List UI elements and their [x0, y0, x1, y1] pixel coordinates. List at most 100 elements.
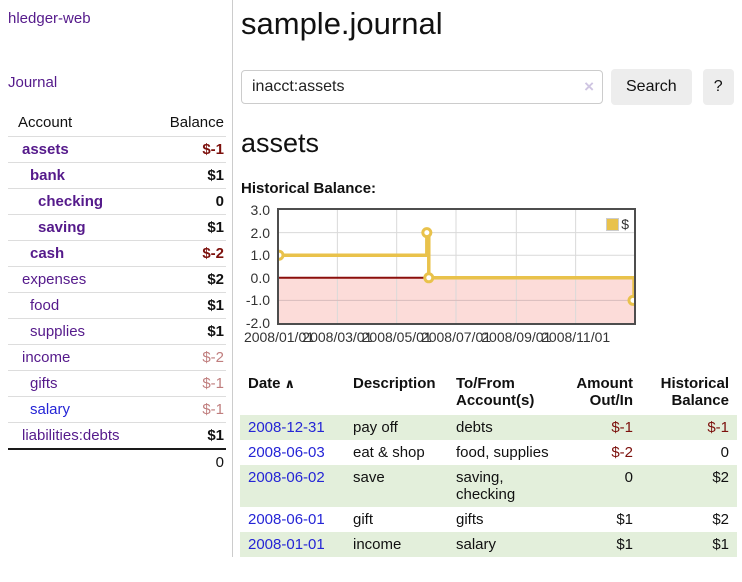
transaction-date-link[interactable]: 2008-01-01: [248, 536, 325, 553]
register-row: 2008-06-02 save saving, checking 0 $2: [240, 465, 737, 507]
sidebar-account-row: food $1: [8, 292, 226, 319]
y-axis-tick-label: 3.0: [250, 202, 270, 218]
sidebar-account-link-expenses[interactable]: expenses: [22, 271, 87, 288]
transaction-accounts: debts: [456, 419, 493, 436]
chart-canvas: [279, 210, 634, 323]
sidebar-account-balance: $1: [152, 162, 226, 189]
sidebar-account-balance: 0: [152, 188, 226, 215]
sidebar-account-link-checking[interactable]: checking: [38, 193, 104, 210]
x-axis-tick-label: 2008/11/01: [541, 329, 611, 345]
x-axis-tick-label: 2008/03/01: [302, 329, 373, 345]
sidebar-account-row: liabilities:debts $1: [8, 422, 226, 449]
help-button[interactable]: ?: [702, 69, 734, 105]
sidebar-account-link-liabilities-debts[interactable]: liabilities:debts: [22, 427, 120, 444]
sidebar-account-balance: $-2: [152, 240, 226, 267]
legend-label: $: [621, 216, 629, 232]
amount-column-header: Amount Out/In: [576, 375, 633, 409]
sidebar-total-row: 0: [8, 448, 226, 475]
page-title: sample.journal: [241, 6, 443, 41]
total-spacer: [8, 448, 153, 475]
chart-title: Historical Balance:: [241, 180, 377, 197]
legend-swatch-icon: [606, 217, 620, 231]
sidebar-account-link-saving[interactable]: saving: [38, 219, 86, 236]
search-form: × Search ?: [241, 69, 738, 105]
transaction-amount: $1: [616, 536, 633, 553]
register-row: 2008-01-01 income salary $1 $1: [240, 532, 737, 557]
chart-legend: $: [606, 216, 629, 232]
sidebar-account-row: bank $1: [8, 162, 226, 189]
transaction-date-link[interactable]: 2008-06-03: [248, 444, 325, 461]
transaction-description: eat & shop: [353, 444, 425, 461]
clear-search-icon[interactable]: ×: [584, 77, 594, 96]
transaction-balance: $-1: [707, 419, 729, 436]
y-axis-tick-label: 0.0: [250, 269, 270, 286]
x-axis-tick-label: 2008/09/01: [481, 329, 552, 345]
sidebar-account-link-salary[interactable]: salary: [30, 401, 71, 418]
sidebar-account-row: salary $-1: [8, 396, 226, 423]
sidebar-account-link-supplies[interactable]: supplies: [30, 323, 86, 340]
sidebar-account-row: assets $-1: [8, 136, 226, 163]
balance-column-header: Balance: [169, 114, 224, 131]
x-axis-tick-label: 2008/01/01: [243, 329, 315, 345]
search-button[interactable]: Search: [611, 69, 692, 105]
historical-balance-chart: $ 3.0 2.0 1.0 0.0 -1.0 -2.0 2008/01/01 2008/03…: [240, 202, 738, 354]
sidebar-account-row: supplies $1: [8, 318, 226, 345]
date-column-header[interactable]: Date ∧: [240, 371, 345, 415]
register-row: 2008-06-03 eat & shop food, supplies $-2 0: [240, 440, 737, 465]
sidebar-account-row: expenses $2: [8, 266, 226, 293]
transaction-amount: $-2: [611, 444, 633, 461]
transaction-balance: $2: [712, 469, 729, 486]
transaction-balance: 0: [720, 444, 729, 461]
chart-plot-area: $: [277, 208, 636, 325]
sidebar-account-link-income[interactable]: income: [22, 349, 71, 366]
sidebar-account-balance: $-2: [152, 344, 226, 371]
transaction-description: save: [353, 469, 385, 486]
register-table: Date ∧ Description To/From Account(s) Amo…: [240, 371, 737, 557]
account-balance-table: Account Balance assets $-1 bank $1 checking 0…: [8, 110, 226, 475]
sidebar-account-row: income $-2: [8, 344, 226, 371]
balance-column-header-register: Historical Balance: [660, 375, 729, 409]
sidebar-account-link-cash[interactable]: cash: [30, 245, 65, 262]
sidebar-account-balance: $1: [152, 214, 226, 241]
description-column-header: Description: [353, 375, 436, 392]
transaction-amount: $-1: [611, 419, 633, 436]
y-axis-tick-label: -2.0: [245, 315, 270, 331]
register-rows: 2008-12-31 pay off debts $-1 $-1 2008-06-03 ea…: [240, 415, 737, 557]
total-balance: 0: [152, 448, 226, 475]
transaction-description: income: [353, 536, 402, 553]
sidebar-balance-rows: assets $-1 bank $1 checking 0 saving $1 cash $-2 e…: [8, 136, 226, 475]
sidebar-account-link-assets[interactable]: assets: [22, 141, 69, 158]
y-axis-tick-label: 2.0: [250, 224, 270, 241]
transaction-balance: $2: [712, 511, 729, 528]
sidebar-account-balance: $1: [152, 292, 226, 319]
transaction-description: pay off: [353, 419, 398, 436]
transaction-balance: $1: [712, 536, 729, 553]
sidebar-item-journal[interactable]: Journal: [8, 74, 58, 91]
x-axis-tick-label: 2008/05/01: [361, 329, 432, 345]
transaction-date-link[interactable]: 2008-06-02: [248, 469, 325, 486]
sidebar-account-row: saving $1: [8, 214, 226, 241]
sidebar-account-balance: $1: [152, 318, 226, 345]
sidebar-account-balance: $-1: [152, 370, 226, 397]
app-title-link[interactable]: hledger-web: [8, 10, 91, 27]
transaction-date-link[interactable]: 2008-12-31: [248, 419, 325, 436]
transaction-accounts: food, supplies: [456, 444, 549, 461]
transaction-accounts: saving, checking: [456, 469, 516, 503]
y-axis-tick-label: 1.0: [250, 247, 270, 264]
transaction-accounts: gifts: [456, 511, 484, 528]
search-input[interactable]: [241, 70, 603, 104]
transaction-description: gift: [353, 511, 374, 528]
sort-ascending-icon: ∧: [284, 376, 296, 391]
sidebar-account-link-bank[interactable]: bank: [30, 167, 66, 184]
accounts-column-header: To/From Account(s): [456, 375, 535, 409]
sidebar-account-balance: $2: [152, 266, 226, 293]
sidebar-account-link-food[interactable]: food: [30, 297, 60, 314]
sidebar-account-balance: $-1: [152, 396, 226, 423]
page: hledger-web Journal Account Balance asse…: [8, 0, 742, 557]
sidebar-account-link-gifts[interactable]: gifts: [30, 375, 58, 392]
main-content: sample.journal × Search ? assets Histori…: [233, 0, 742, 557]
sidebar-account-row: gifts $-1: [8, 370, 226, 397]
x-axis-tick-label: 2008/07/01: [420, 329, 492, 345]
sidebar-account-row: checking 0: [8, 188, 226, 215]
transaction-date-link[interactable]: 2008-06-01: [248, 511, 325, 528]
